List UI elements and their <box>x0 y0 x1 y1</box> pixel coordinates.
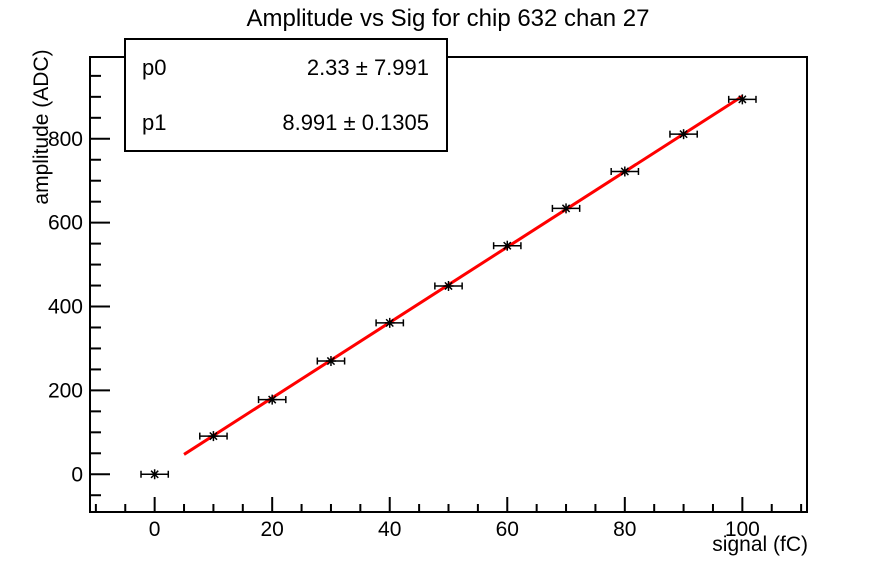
svg-text:0: 0 <box>71 463 83 486</box>
svg-text:40: 40 <box>378 518 401 541</box>
svg-text:200: 200 <box>48 379 83 402</box>
svg-text:0: 0 <box>149 518 161 541</box>
svg-text:60: 60 <box>496 518 519 541</box>
svg-text:80: 80 <box>613 518 636 541</box>
x-axis-title: signal (fC) <box>712 533 808 556</box>
stat-param-value: 8.991 ± 0.1305 <box>282 109 429 135</box>
stat-param-name: p0 <box>142 54 167 80</box>
y-axis-title: amplitude (ADC) <box>30 49 53 205</box>
svg-text:800: 800 <box>48 128 83 151</box>
svg-text:100: 100 <box>725 518 760 541</box>
svg-text:600: 600 <box>48 212 83 235</box>
stat-param-value: 2.33 ± 7.991 <box>306 54 429 80</box>
svg-text:400: 400 <box>48 296 83 319</box>
svg-text:20: 20 <box>261 518 284 541</box>
plot-title: Amplitude vs Sig for chip 632 chan 27 <box>246 5 650 32</box>
fit-stats-box: p0 2.33 ± 7.991 p1 8.991 ± 0.1305 <box>124 38 448 152</box>
stat-param-name: p1 <box>142 109 167 135</box>
stats-row-p1: p1 8.991 ± 0.1305 <box>126 95 446 150</box>
stats-row-p0: p0 2.33 ± 7.991 <box>126 40 446 95</box>
